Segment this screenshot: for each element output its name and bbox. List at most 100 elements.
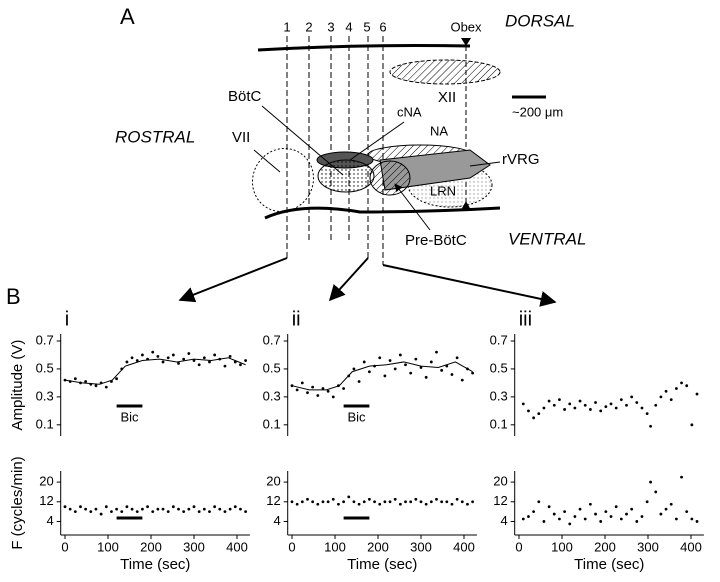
point <box>223 364 227 368</box>
point <box>362 500 366 504</box>
point <box>125 505 129 509</box>
point <box>368 497 371 501</box>
point <box>342 500 345 504</box>
x-axis-label: Time (sec) <box>347 556 417 573</box>
point <box>182 510 186 514</box>
point <box>573 406 577 410</box>
section-number: 5 <box>363 19 370 34</box>
point <box>151 350 155 354</box>
point <box>599 409 603 413</box>
point <box>455 497 459 501</box>
y-tick-label: 4 <box>46 513 53 528</box>
scale-label: ~200 μm <box>512 104 563 119</box>
point <box>295 388 299 392</box>
section-numbers: 1 2 3 4 5 6 <box>283 19 386 34</box>
x-tick-label: 300 <box>637 539 659 554</box>
point <box>568 402 572 406</box>
panel-label: B <box>6 284 21 309</box>
point <box>208 360 211 364</box>
point <box>187 507 191 511</box>
point <box>373 500 376 504</box>
point <box>547 399 551 403</box>
point <box>197 363 201 367</box>
point <box>192 505 196 509</box>
point <box>680 475 683 479</box>
section-number: 1 <box>283 19 290 34</box>
section-lines <box>286 36 384 265</box>
point <box>599 520 603 523</box>
point <box>659 395 663 399</box>
x-tick-label: 200 <box>140 539 162 554</box>
point <box>171 353 175 357</box>
point <box>357 380 361 383</box>
point <box>357 502 361 506</box>
x-tick-label: 300 <box>410 539 432 554</box>
point <box>239 363 242 367</box>
point <box>331 497 335 501</box>
point <box>424 375 428 379</box>
section-number: 6 <box>379 19 386 34</box>
point <box>244 359 248 362</box>
point <box>440 500 444 504</box>
point <box>316 502 320 506</box>
point <box>368 370 371 374</box>
point <box>311 385 315 389</box>
point <box>135 510 139 514</box>
landmark-label: Obex <box>450 19 482 34</box>
y-tick-label: 0.3 <box>36 388 54 403</box>
point <box>414 497 418 501</box>
point <box>552 403 556 407</box>
point <box>429 500 433 504</box>
trend-line <box>64 357 246 385</box>
point <box>166 510 170 514</box>
point <box>588 408 592 411</box>
point <box>68 507 72 511</box>
point <box>182 357 186 361</box>
leader <box>469 161 501 167</box>
point <box>398 353 402 357</box>
point <box>609 402 613 406</box>
point <box>321 500 325 504</box>
point <box>125 360 129 364</box>
point <box>331 395 335 399</box>
x-tick-label: 0 <box>61 539 68 554</box>
orientation-label: VENTRAL <box>508 229 586 248</box>
arrow <box>328 257 369 302</box>
y-tick-label: 0.5 <box>36 360 54 375</box>
section-number: 3 <box>327 19 334 34</box>
point <box>404 363 407 367</box>
point <box>239 507 242 511</box>
point <box>690 517 694 521</box>
region-label: LRN <box>430 183 456 198</box>
point <box>537 500 541 504</box>
x-axis-label: Time (sec) <box>120 556 190 573</box>
section-number: 2 <box>305 19 312 34</box>
diagram: A B DORSAL VENTRAL ROSTRAL Obex 1 2 3 4 … <box>6 4 586 309</box>
point <box>130 507 134 511</box>
point <box>141 507 144 511</box>
point <box>409 500 413 504</box>
point <box>649 480 652 484</box>
panel-label: i <box>65 308 69 330</box>
point <box>295 502 299 506</box>
point <box>115 507 118 511</box>
point <box>228 507 232 511</box>
x-tick-label: 400 <box>453 539 475 554</box>
point <box>445 500 449 504</box>
point <box>619 398 623 402</box>
point <box>521 402 525 406</box>
y-tick-label: 0.5 <box>490 360 508 375</box>
x-tick-label: 100 <box>324 539 346 554</box>
point <box>625 512 628 516</box>
point <box>583 403 587 407</box>
point <box>326 500 330 504</box>
stimulus-label: Bic <box>347 409 366 424</box>
point <box>342 387 345 390</box>
point <box>685 510 689 514</box>
point <box>362 360 366 364</box>
y-tick-label: 20 <box>266 474 280 489</box>
point <box>614 406 618 410</box>
y-tick-label: 12 <box>493 493 507 508</box>
point <box>99 512 103 516</box>
point <box>604 405 608 409</box>
